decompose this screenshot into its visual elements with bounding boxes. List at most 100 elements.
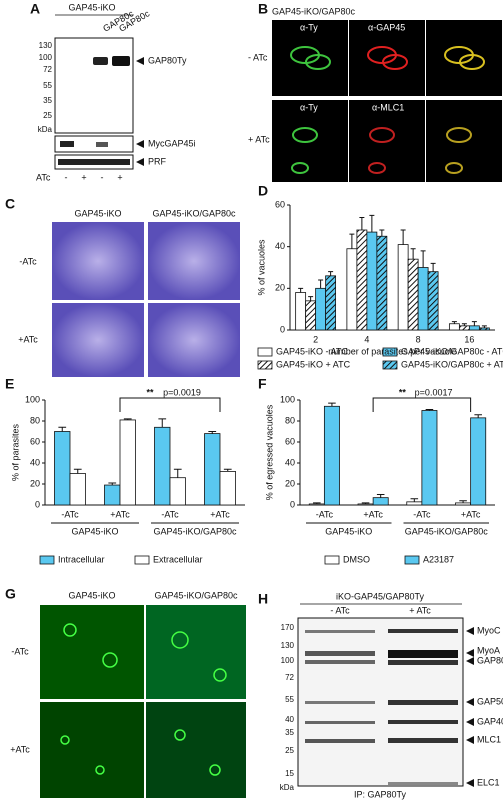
bar — [356, 229, 368, 331]
legend-swatch — [382, 347, 398, 357]
legend-label: DMSO — [343, 554, 370, 564]
x-tick-label: +ATc — [461, 509, 481, 519]
band — [112, 56, 130, 66]
band-label: GAP50 — [477, 696, 503, 706]
legend-label: GAP45-iKO/GAP80c - ATC — [401, 346, 503, 356]
bar — [357, 503, 374, 506]
sign: - — [101, 172, 104, 182]
bar — [470, 417, 487, 506]
band-label: GAP80 — [477, 655, 503, 665]
legend-swatch — [382, 360, 398, 370]
panel-title: iKO-GAP45/GAP80Ty — [336, 591, 425, 601]
band-label: ELC1 — [477, 777, 500, 787]
bar — [305, 300, 317, 331]
bar — [455, 502, 472, 506]
arrows — [466, 627, 474, 787]
legend-label: GAP45-iKO/GAP80c + ATC — [401, 359, 503, 369]
arrow — [136, 140, 144, 148]
bar — [417, 267, 429, 331]
band-label: GAP40 — [477, 716, 503, 726]
marker: 25 — [285, 746, 294, 755]
lane-label: - ATc — [330, 605, 350, 615]
row-label: +ATc — [10, 744, 30, 754]
y-axis-label: % of vacuoles — [256, 239, 266, 296]
error-bar — [471, 321, 477, 326]
error-bar — [379, 229, 385, 237]
stain-label: α-GAP45 — [368, 22, 405, 32]
bar — [308, 503, 325, 506]
y-tick-label: 60 — [275, 199, 285, 209]
y-tick-label: 0 — [280, 324, 285, 334]
panel-letter: B — [258, 1, 268, 17]
unit: kDa — [280, 783, 295, 792]
band-label: MLC1 — [477, 734, 501, 744]
error-bar — [158, 418, 167, 428]
stain-label: α-Ty — [300, 102, 318, 112]
panel-letter: A — [30, 1, 40, 17]
error-bar — [328, 271, 334, 276]
bands — [305, 629, 458, 785]
x-tick-label: 4 — [364, 334, 369, 344]
marker: 15 — [285, 769, 294, 778]
marker: 55 — [43, 81, 52, 90]
bar — [376, 235, 388, 331]
band — [96, 142, 108, 147]
sign: - — [65, 172, 68, 182]
band-label: PRF — [148, 156, 167, 166]
column-label: GAP45-iKO — [74, 208, 121, 218]
stain-label: α-MLC1 — [372, 102, 404, 112]
band-label: MyoC — [477, 625, 501, 635]
y-tick-label: 60 — [285, 436, 295, 446]
y-tick-label: 60 — [30, 436, 40, 446]
micrograph — [52, 222, 144, 300]
error-bar — [474, 414, 482, 418]
marker: 100 — [39, 53, 53, 62]
bar — [154, 426, 171, 506]
bar — [406, 501, 423, 506]
error-bar — [430, 262, 436, 272]
group-label: GAP45-iKO — [325, 526, 372, 536]
y-axis-label: % of egressed vacuoles — [264, 404, 274, 500]
marker: 130 — [39, 41, 53, 50]
marker: 35 — [43, 96, 52, 105]
error-bar — [58, 426, 67, 432]
legend-label: Intracellular — [58, 554, 105, 564]
x-tick-label: 8 — [416, 334, 421, 344]
band — [93, 57, 108, 65]
micrograph — [40, 605, 144, 699]
legend-swatch — [257, 360, 273, 370]
x-axis-label: number of parasites per vacuole — [328, 346, 457, 356]
band — [60, 141, 74, 147]
y-tick-label: 20 — [275, 283, 285, 293]
footer: IP: GAP80Ty — [354, 789, 407, 799]
significance-stars: ** — [399, 387, 407, 397]
bar — [397, 244, 409, 331]
bar — [372, 497, 389, 506]
significance-bracket — [119, 397, 221, 412]
error-bar — [349, 233, 355, 249]
band-label: GAP80Ty — [148, 55, 187, 65]
row-label: - ATc — [248, 52, 268, 62]
error-bar — [400, 229, 406, 245]
arrow — [136, 57, 144, 65]
bar — [54, 431, 71, 506]
bar — [458, 325, 470, 331]
legend-swatch — [404, 555, 420, 565]
micrograph — [52, 303, 144, 377]
error-bar — [313, 502, 321, 504]
band — [58, 159, 130, 165]
error-bar — [359, 217, 365, 230]
bar — [119, 419, 136, 506]
row-label: + ATc — [248, 134, 270, 144]
bar — [325, 275, 337, 331]
x-tick-label: +ATc — [363, 509, 383, 519]
bar — [323, 405, 340, 506]
row-label: -ATc — [11, 646, 29, 656]
y-tick-label: 100 — [280, 394, 295, 404]
bar — [104, 484, 121, 506]
error-bar — [173, 468, 182, 478]
group-label: GAP45-iKO/GAP80c — [405, 526, 489, 536]
y-tick-label: 40 — [275, 241, 285, 251]
bar — [478, 327, 490, 331]
